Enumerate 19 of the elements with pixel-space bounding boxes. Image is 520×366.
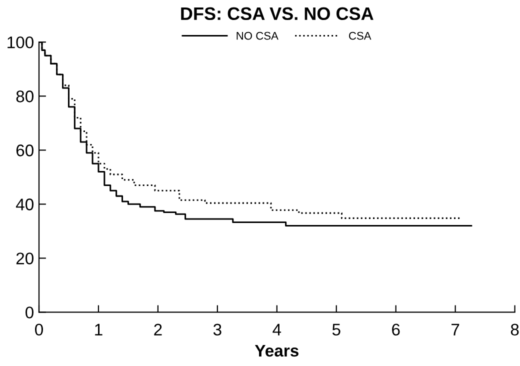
chart-title: DFS: CSA VS. NO CSA	[181, 7, 374, 20]
y-tick-label: 60	[16, 144, 34, 156]
x-tick-label: 5	[332, 324, 340, 336]
y-tick-label: 40	[16, 198, 34, 210]
x-tick-label: 8	[510, 324, 519, 336]
y-tick-label: 80	[16, 90, 34, 102]
x-tick-label: 3	[213, 324, 222, 336]
y-tick-label: 0	[26, 306, 34, 318]
x-tick-label: 6	[392, 324, 400, 336]
y-tick-label: 20	[16, 252, 34, 264]
x-tick-label: 7	[452, 324, 460, 336]
x-tick-label: 4	[272, 324, 282, 336]
x-tick-label: 0	[35, 324, 43, 336]
x-axis-title: Years	[254, 345, 298, 357]
legend-label: NO CSA	[236, 32, 278, 40]
x-tick-label: 1	[95, 324, 102, 336]
legend-label: CSA	[349, 32, 372, 40]
y-tick-label: 100	[8, 36, 34, 48]
x-tick-label: 2	[154, 324, 162, 336]
